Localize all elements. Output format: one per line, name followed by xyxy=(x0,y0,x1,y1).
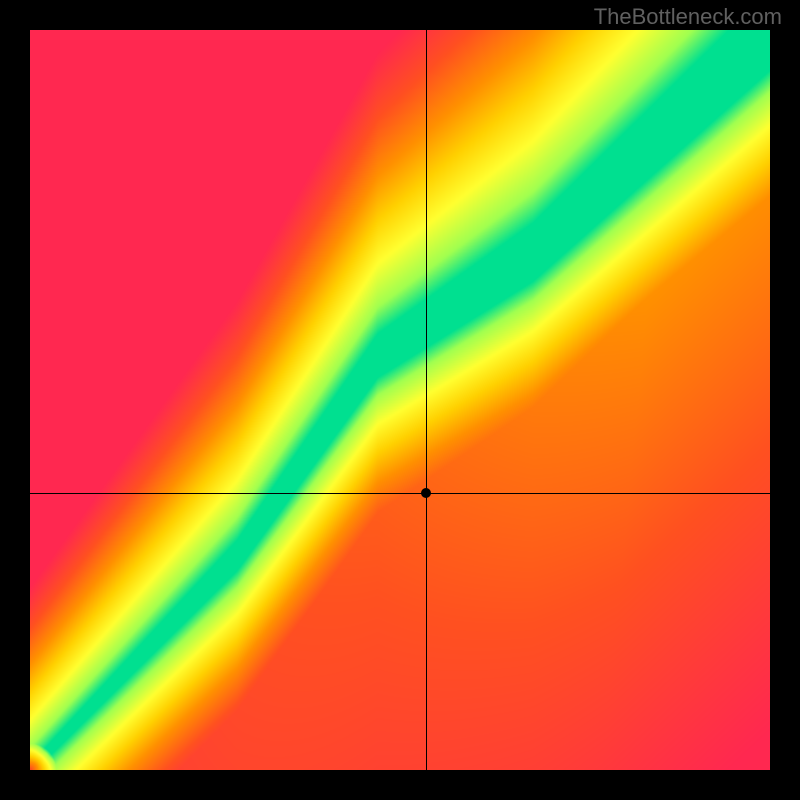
heatmap-canvas xyxy=(30,30,770,770)
chart-container: TheBottleneck.com xyxy=(0,0,800,800)
attribution-text: TheBottleneck.com xyxy=(594,4,782,30)
plot-area xyxy=(30,30,770,770)
crosshair-vertical xyxy=(426,30,427,770)
crosshair-horizontal xyxy=(30,493,770,494)
data-point-marker xyxy=(421,488,431,498)
